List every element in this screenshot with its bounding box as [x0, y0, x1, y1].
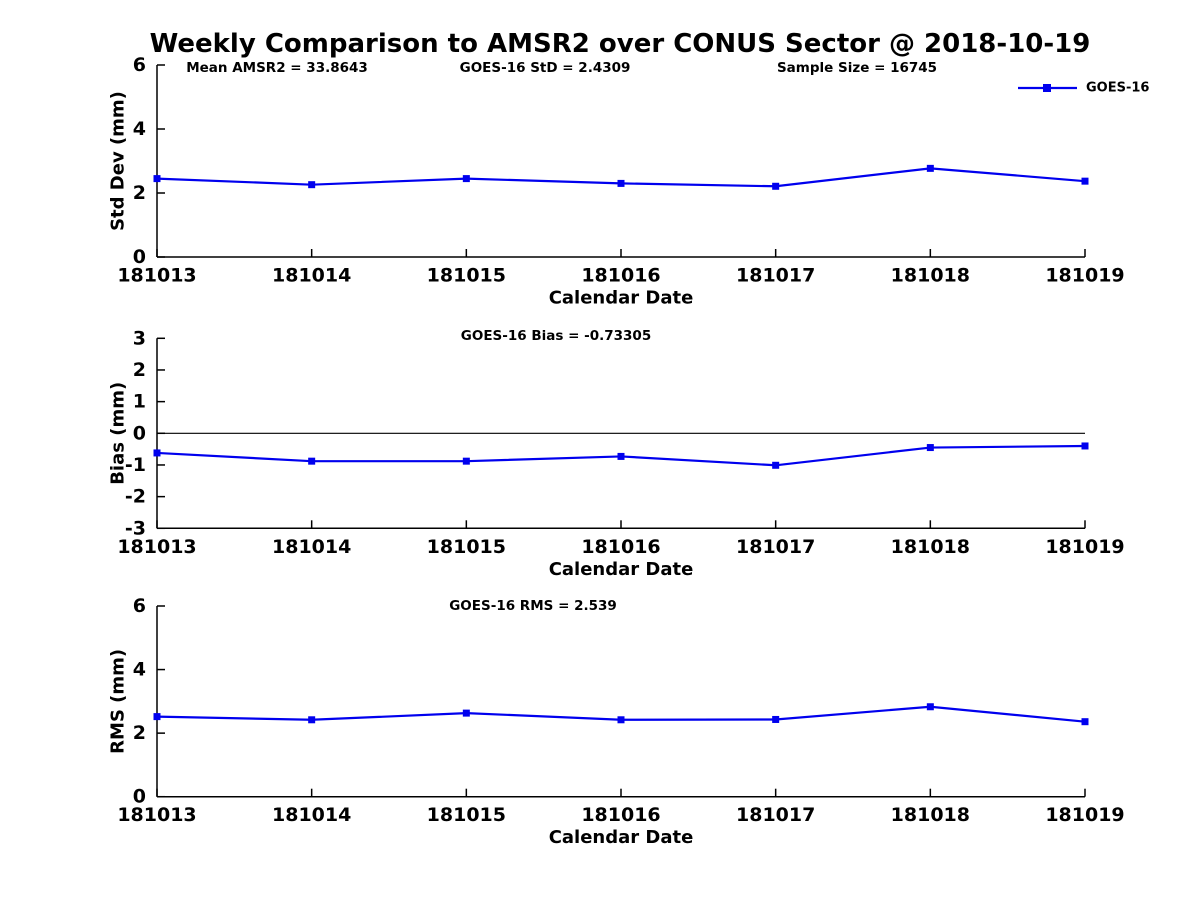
data-point-marker — [462, 709, 470, 717]
x-tick-label: 181019 — [1045, 804, 1124, 826]
x-tick-label: 181018 — [891, 804, 970, 826]
x-tick-label: 181014 — [272, 804, 351, 826]
legend: GOES-16 — [1018, 81, 1149, 96]
subplots-container: 0 2 4 6 181013 181014 181015 181016 181017 181018… — [108, 54, 1125, 848]
y-tick-label: 3 — [133, 327, 146, 349]
x-tick-label: 181019 — [1045, 536, 1124, 558]
stat-annotation: GOES-16 Bias = -0.73305 — [461, 328, 651, 344]
data-point-marker — [926, 703, 934, 711]
y-tick-label: 6 — [133, 595, 146, 617]
x-tick-label: 181013 — [117, 265, 196, 287]
x-tick-label: 181017 — [736, 265, 815, 287]
data-point-marker — [772, 182, 780, 190]
x-tick-label: 181018 — [891, 536, 970, 558]
data-point-marker — [153, 175, 161, 183]
data-point-marker — [772, 715, 780, 723]
data-point-marker — [462, 175, 470, 183]
data-point-marker — [617, 179, 625, 187]
y-tick-label: -1 — [125, 454, 146, 476]
y-tick-label: 0 — [133, 786, 146, 808]
chart-title: Weekly Comparison to AMSR2 over CONUS Se… — [150, 29, 1091, 59]
x-tick-label: 181014 — [272, 536, 351, 558]
y-tick-label: 0 — [133, 422, 146, 444]
legend-square-marker — [1043, 84, 1051, 92]
data-point-marker — [1081, 718, 1089, 726]
data-point-marker — [308, 457, 316, 465]
x-tick-label: 181013 — [117, 536, 196, 558]
stat-annotation: Sample Size = 16745 — [777, 60, 937, 76]
data-point-marker — [1081, 177, 1089, 185]
stat-annotation: Mean AMSR2 = 33.8643 — [186, 60, 368, 76]
y-tick-label: 2 — [133, 359, 146, 381]
subplot-rms: 0 2 4 6 181013 181014 181015 181016 181017 181018… — [108, 595, 1125, 848]
data-point-marker — [308, 181, 316, 189]
data-point-marker — [926, 164, 934, 172]
stat-annotation: GOES-16 StD = 2.4309 — [460, 60, 631, 76]
legend-label: GOES-16 — [1086, 81, 1149, 96]
data-point-marker — [926, 444, 934, 452]
x-tick-label: 181016 — [581, 265, 660, 287]
y-tick-label: 2 — [133, 722, 146, 744]
x-tick-label: 181015 — [427, 804, 506, 826]
x-tick-label: 181018 — [891, 265, 970, 287]
x-tick-label: 181017 — [736, 536, 815, 558]
x-tick-label: 181019 — [1045, 265, 1124, 287]
x-axis-label: Calendar Date — [549, 559, 694, 580]
y-tick-label: 2 — [133, 182, 146, 204]
data-point-marker — [153, 449, 161, 457]
x-tick-label: 181015 — [427, 536, 506, 558]
data-point-marker — [772, 461, 780, 469]
data-point-marker — [617, 716, 625, 724]
x-tick-label: 181014 — [272, 265, 351, 287]
y-tick-label: 4 — [133, 659, 146, 681]
y-tick-label: -3 — [125, 517, 146, 539]
x-axis-label: Calendar Date — [549, 827, 694, 848]
x-tick-label: 181017 — [736, 804, 815, 826]
data-point-marker — [153, 713, 161, 721]
y-tick-label: 1 — [133, 391, 146, 413]
y-axis-label: Std Dev (mm) — [108, 91, 129, 231]
subplot-bias: -3 -2 -1 0 1 2 3 181013 181014 181015 181016 181017… — [108, 327, 1125, 580]
y-axis-label: Bias (mm) — [108, 382, 129, 485]
x-tick-label: 181016 — [581, 536, 660, 558]
y-axis-label: RMS (mm) — [108, 649, 129, 754]
stat-annotation: GOES-16 RMS = 2.539 — [449, 598, 617, 614]
x-tick-label: 181016 — [581, 804, 660, 826]
data-point-marker — [462, 457, 470, 465]
x-axis-label: Calendar Date — [549, 288, 694, 309]
data-point-marker — [1081, 442, 1089, 450]
data-point-marker — [308, 716, 316, 724]
data-point-marker — [617, 452, 625, 460]
y-tick-label: -2 — [125, 486, 146, 508]
y-tick-label: 6 — [133, 54, 146, 76]
y-tick-label: 4 — [133, 118, 146, 140]
subplot-std-dev: 0 2 4 6 181013 181014 181015 181016 181017 181018… — [108, 54, 1125, 309]
y-tick-label: 0 — [133, 246, 146, 268]
x-tick-label: 181015 — [427, 265, 506, 287]
x-tick-label: 181013 — [117, 804, 196, 826]
